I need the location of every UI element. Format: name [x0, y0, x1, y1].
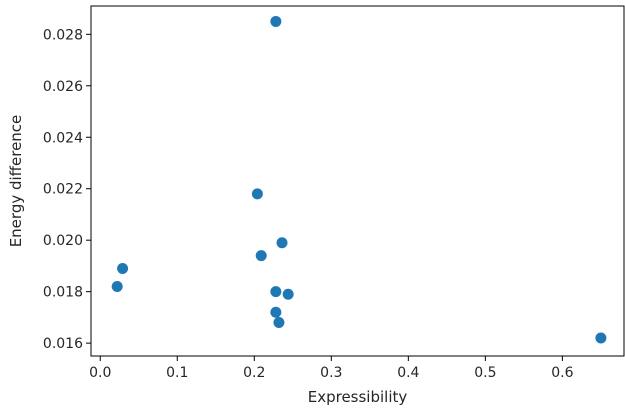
y-axis-label: Energy difference — [7, 115, 25, 248]
data-point — [111, 281, 123, 293]
x-axis-label: Expressibility — [308, 388, 408, 406]
y-tick-label: 0.026 — [43, 79, 83, 95]
x-tick-label: 0.1 — [166, 365, 188, 381]
data-point — [276, 237, 288, 249]
data-point — [117, 263, 129, 274]
plot-frame — [90, 5, 625, 357]
data-point — [251, 188, 263, 200]
data-point — [595, 332, 607, 344]
y-tick-label: 0.020 — [43, 233, 83, 249]
data-point — [270, 15, 282, 27]
data-point — [270, 286, 282, 298]
y-axis: 0.016 0.018 0.020 0.022 0.024 0.026 0.028 — [43, 27, 91, 352]
x-tick-label: 0.6 — [551, 365, 573, 381]
x-tick-label: 0.4 — [397, 365, 419, 381]
x-tick-label: 0.5 — [474, 365, 496, 381]
y-tick-label: 0.028 — [43, 27, 83, 43]
x-tick-label: 0.0 — [89, 365, 111, 381]
x-axis: 0.0 0.1 0.2 0.3 0.4 0.5 0.6 — [89, 356, 574, 381]
data-point — [270, 306, 282, 318]
data-point — [282, 288, 294, 300]
y-tick-label: 0.016 — [43, 336, 83, 352]
data-point — [255, 250, 267, 262]
x-tick-label: 0.3 — [320, 365, 342, 381]
y-tick-label: 0.024 — [43, 130, 83, 146]
y-tick-label: 0.022 — [43, 182, 83, 198]
y-tick-label: 0.018 — [43, 285, 83, 301]
x-tick-label: 0.2 — [243, 365, 265, 381]
data-point — [273, 317, 285, 329]
data-points — [111, 15, 607, 344]
